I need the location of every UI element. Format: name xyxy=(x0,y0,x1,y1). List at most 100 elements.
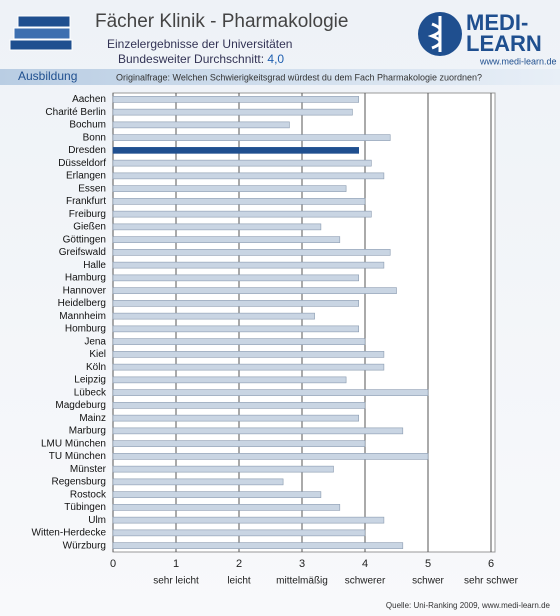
source: Quelle: Uni-Ranking 2009, www.medi-learn… xyxy=(386,601,551,610)
category-label: Münster xyxy=(70,464,107,475)
bar xyxy=(112,529,366,537)
x-tick-label: 5 xyxy=(425,558,431,570)
bar xyxy=(112,478,284,486)
category-label: Bochum xyxy=(69,120,106,131)
x-tick-label: 1 xyxy=(173,558,179,570)
books-icon xyxy=(9,15,73,51)
logo-top: MEDI- xyxy=(466,10,528,35)
bar xyxy=(112,236,341,243)
logo: MEDI- LEARN www.medi-learn.de xyxy=(418,10,557,66)
average-label: Bundesweiter Durchschnitt: xyxy=(118,52,264,66)
category-label: Aachen xyxy=(72,94,106,105)
title: Fächer Klinik - Pharmakologie xyxy=(95,11,348,32)
bar xyxy=(112,542,404,549)
category-label: Rostock xyxy=(70,489,107,500)
x-tick-label: 4 xyxy=(362,558,368,570)
category-label: Greifswald xyxy=(59,247,106,258)
bar xyxy=(112,185,347,192)
bar xyxy=(112,376,347,384)
category-label: Hamburg xyxy=(65,273,106,284)
scale-label: schwerer xyxy=(345,576,386,587)
category-label: Mannheim xyxy=(59,311,106,322)
bar xyxy=(112,121,290,129)
x-tick-label: 6 xyxy=(488,558,494,570)
bar xyxy=(112,172,385,180)
bar xyxy=(112,402,366,409)
category-label: Freiburg xyxy=(69,209,106,220)
scale-label: leicht xyxy=(227,576,251,587)
bar xyxy=(112,338,366,345)
category-label: TU München xyxy=(49,451,106,462)
x-tick-label: 0 xyxy=(110,558,116,570)
category-label: Erlangen xyxy=(66,171,106,182)
bar xyxy=(112,465,334,473)
category-label: Köln xyxy=(86,362,106,373)
section-band xyxy=(0,69,560,85)
category-label: Tübingen xyxy=(64,502,106,513)
bar xyxy=(112,274,359,282)
plot-area xyxy=(112,92,496,553)
bar xyxy=(112,108,353,116)
bar xyxy=(112,96,359,103)
question: Originalfrage: Welchen Schwierigkeitsgra… xyxy=(116,72,482,82)
x-tick-label: 3 xyxy=(299,558,305,570)
category-label: Gießen xyxy=(73,222,106,233)
category-label: Kiel xyxy=(89,349,106,360)
bar xyxy=(112,325,359,333)
category-label: Lübeck xyxy=(74,387,107,398)
bar xyxy=(112,389,429,396)
logo-url: www.medi-learn.de xyxy=(479,56,557,66)
category-label: Marburg xyxy=(69,426,106,437)
bar xyxy=(112,249,391,256)
bar xyxy=(112,134,391,141)
category-label: Heidelberg xyxy=(58,298,106,309)
bar xyxy=(112,223,322,231)
category-label: Essen xyxy=(78,183,106,194)
category-label: Frankfurt xyxy=(66,196,106,207)
category-label: Mainz xyxy=(79,413,106,424)
x-tick-label: 2 xyxy=(236,558,242,570)
category-label: Göttingen xyxy=(63,234,106,245)
subtitle: Einzelergebnisse der Universitäten xyxy=(107,37,292,51)
bar xyxy=(112,427,404,435)
scale-label: sehr schwer xyxy=(464,576,519,587)
bar xyxy=(112,147,359,154)
bar xyxy=(112,198,366,205)
category-label: Halle xyxy=(83,260,106,271)
scale-label: schwer xyxy=(412,576,444,587)
section: Ausbildung xyxy=(18,69,77,83)
category-label: Ulm xyxy=(88,515,106,526)
bar xyxy=(112,159,372,167)
category-label: Witten-Herdecke xyxy=(32,528,107,539)
average: Bundesweiter Durchschnitt: 4,0 xyxy=(118,52,284,66)
bar xyxy=(112,453,429,460)
bar xyxy=(112,363,385,371)
category-label: Bonn xyxy=(83,132,106,143)
bar xyxy=(112,516,385,524)
bar xyxy=(112,300,359,307)
logo-bottom: LEARN xyxy=(466,31,542,56)
category-label: Würzburg xyxy=(63,540,106,551)
bar xyxy=(112,351,385,358)
scale-label: mittelmäßig xyxy=(276,576,328,587)
category-label: Charité Berlin xyxy=(45,107,106,118)
bar xyxy=(112,312,315,320)
bar xyxy=(112,414,359,422)
category-label: Magdeburg xyxy=(55,400,106,411)
average-value: 4,0 xyxy=(267,52,284,66)
bar xyxy=(112,440,366,447)
category-label: Regensburg xyxy=(52,477,106,488)
category-label: Leipzig xyxy=(74,375,106,386)
category-label: Jena xyxy=(84,336,106,347)
category-label: Hannover xyxy=(63,285,107,296)
category-label: LMU München xyxy=(41,438,106,449)
bar xyxy=(112,210,372,218)
scale-label: sehr leicht xyxy=(153,576,199,587)
category-label: Düsseldorf xyxy=(58,158,106,169)
bar xyxy=(112,504,341,511)
bar xyxy=(112,261,385,269)
category-label: Dresden xyxy=(68,145,106,156)
bar xyxy=(112,287,397,294)
category-label: Homburg xyxy=(65,324,106,335)
